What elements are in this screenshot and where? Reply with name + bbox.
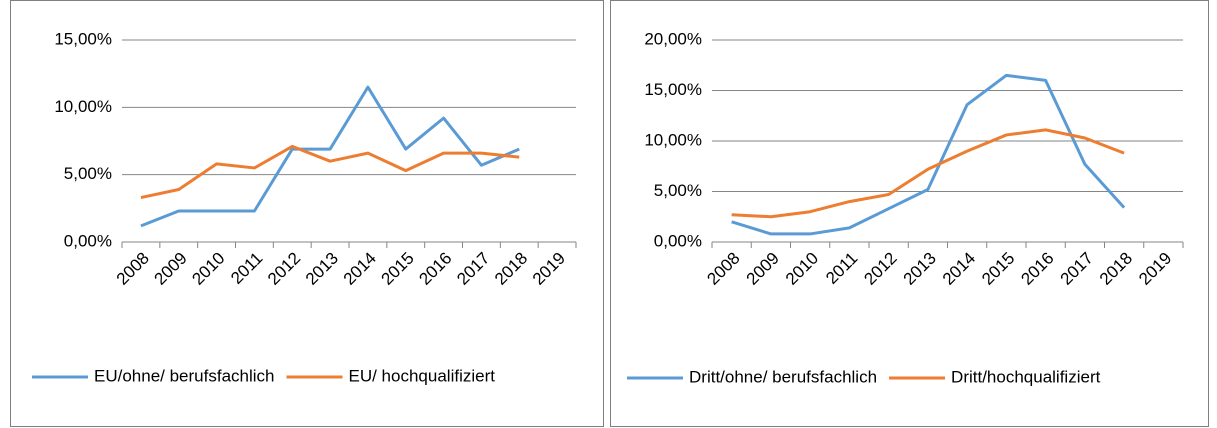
- legend-label: EU/ohne/ berufsfachlich: [94, 366, 275, 385]
- x-tick-label: 2018: [1096, 249, 1136, 289]
- x-tick-label: 2010: [782, 249, 822, 289]
- x-tick-label: 2017: [453, 249, 493, 289]
- data-line: [731, 128, 1125, 219]
- y-tick-label: 20,00%: [644, 29, 702, 48]
- legend-label: EU/ hochqualifiziert: [349, 366, 496, 385]
- x-tick-label: 2008: [703, 249, 743, 289]
- x-tick-label: 2015: [978, 249, 1018, 289]
- legend-label: Dritt/ohne/ berufsfachlich: [689, 367, 877, 386]
- x-tick-label: 2009: [743, 249, 783, 289]
- y-tick-label: 10,00%: [54, 97, 112, 116]
- x-tick-label: 2011: [227, 249, 266, 288]
- x-tick-label: 2008: [113, 249, 153, 289]
- x-tick-label: 2011: [822, 249, 861, 288]
- x-tick-label: 2012: [860, 249, 900, 289]
- x-tick-label: 2014: [939, 249, 979, 289]
- chart-frame: [610, 0, 1209, 427]
- x-tick-label: 2010: [188, 249, 228, 289]
- x-tick-label: 2016: [1017, 249, 1057, 289]
- x-tick-label: 2019: [1135, 249, 1175, 289]
- x-tick-label: 2013: [302, 249, 342, 289]
- x-tick-label: 2016: [415, 249, 455, 289]
- data-line: [731, 73, 1126, 236]
- x-tick-label: 2018: [491, 249, 531, 289]
- x-tick-label: 2012: [264, 249, 304, 289]
- x-tick-label: 2014: [340, 249, 380, 289]
- x-tick-label: 2019: [529, 249, 569, 289]
- data-line: [140, 144, 520, 200]
- data-line: [140, 85, 520, 228]
- y-tick-label: 15,00%: [644, 80, 702, 99]
- x-tick-label: 2013: [900, 249, 940, 289]
- y-tick-label: 5,00%: [64, 164, 112, 183]
- x-tick-label: 2009: [151, 249, 191, 289]
- y-tick-label: 0,00%: [654, 231, 702, 250]
- y-tick-label: 15,00%: [54, 29, 112, 48]
- chart-frame: [10, 0, 604, 427]
- x-tick-label: 2015: [378, 249, 418, 289]
- x-tick-label: 2017: [1057, 249, 1097, 289]
- legend-label: Dritt/hochqualifiziert: [951, 367, 1101, 386]
- y-tick-label: 0,00%: [64, 231, 112, 250]
- y-tick-label: 10,00%: [644, 130, 702, 149]
- y-tick-label: 5,00%: [654, 181, 702, 200]
